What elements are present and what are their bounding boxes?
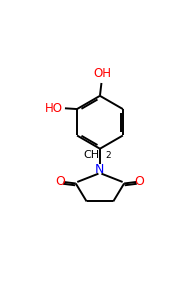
Text: O: O: [135, 176, 145, 188]
Text: CH: CH: [83, 150, 99, 160]
Text: N: N: [95, 163, 105, 176]
Text: O: O: [55, 176, 65, 188]
Text: 2: 2: [105, 151, 111, 160]
Text: HO: HO: [45, 102, 63, 115]
Text: OH: OH: [93, 67, 111, 80]
